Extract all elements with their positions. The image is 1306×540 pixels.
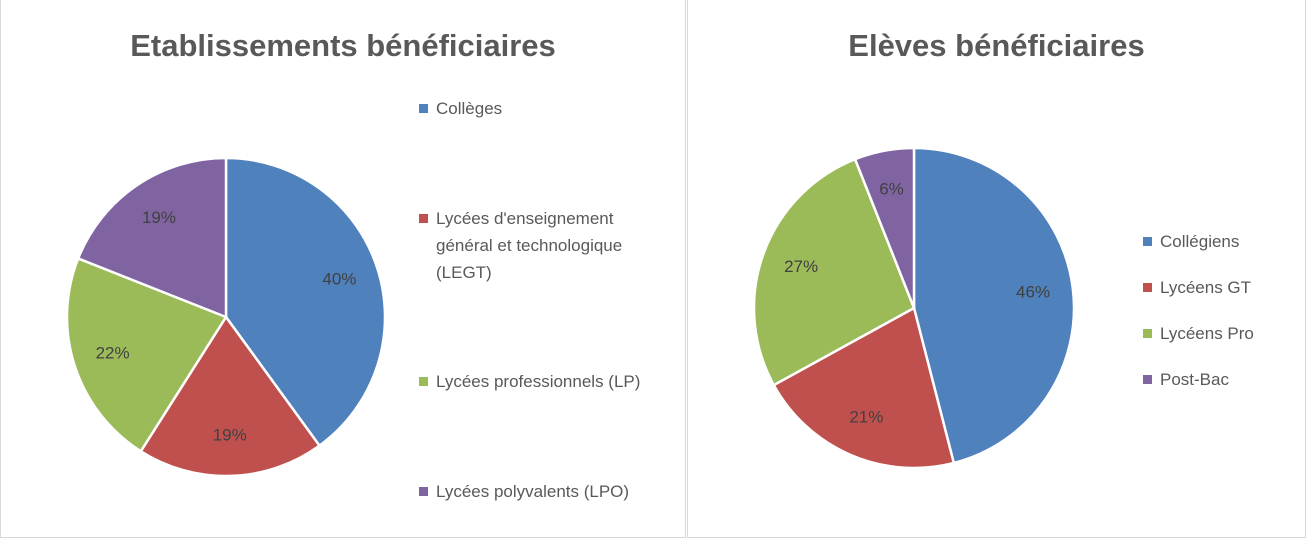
data-label: 40% [322,270,356,289]
legend-swatch [419,377,428,387]
legend-item: Lycées professionnels (LP) [419,368,664,395]
legend-swatch [1143,237,1152,246]
legend-swatch [1143,375,1152,384]
legend-item: Lycéens Pro [1143,320,1303,347]
pie-slice [772,306,956,470]
pie-slice [224,156,387,448]
pie-slice [76,156,228,319]
legend-label: Lycéens Pro [1160,324,1254,343]
legend-swatch [419,104,428,113]
data-label: 22% [96,343,130,362]
legend-label: Post-Bac [1160,370,1229,389]
legend: Collèges Lycées d'enseignement général et… [419,95,664,505]
legend-label: Lycées d'enseignement général et technol… [436,208,623,282]
legend-item: Lycéens GT [1143,274,1303,301]
data-label: 27% [784,257,818,276]
legend-label: Lycées professionnels (LP) [436,372,641,392]
legend-item: Lycées d'enseignement général et technol… [419,205,664,286]
legend: Collégiens Lycéens GT Lycéens Pro Post-Bac [1143,228,1303,393]
chart-panel: 46% 21% 27% 6% Elèves bénéficiaires Collégi… [687,0,1306,538]
chart-title: Etablissements bénéficiaires [130,28,556,63]
pie-slice [65,256,228,453]
legend-swatch [1143,283,1152,292]
pie-slice [853,146,916,309]
legend-label: Lycéens GT [1160,278,1252,297]
legend-item: Collèges [419,95,664,122]
chart-title: Elèves bénéficiaires [848,28,1145,63]
pie-slice [912,146,1076,465]
data-label: 46% [1016,282,1050,301]
pie-chart: 40% 19% 22% 19% [65,156,387,478]
data-label: 6% [879,180,904,199]
legend-item: Collégiens [1143,228,1303,255]
chart-panel: 40% 19% 22% 19% Etablissements bénéficiaire… [0,0,686,538]
pie-slice [752,157,916,387]
legend-swatch [1143,329,1152,338]
legend-label: Collégiens [1160,232,1240,251]
legend-swatch [419,486,428,496]
legend-label: Lycées polyvalents (LPO) [436,481,630,501]
legend-item: Post-Bac [1143,366,1303,393]
pie-chart: 46% 21% 27% 6% [752,146,1076,470]
data-label: 19% [142,208,176,227]
legend-swatch [419,213,428,223]
data-label: 19% [213,426,247,445]
pie-slice [139,314,322,478]
legend-item: Lycées polyvalents (LPO) [419,478,664,505]
legend-label: Collèges [436,99,503,118]
data-label: 21% [849,408,883,427]
